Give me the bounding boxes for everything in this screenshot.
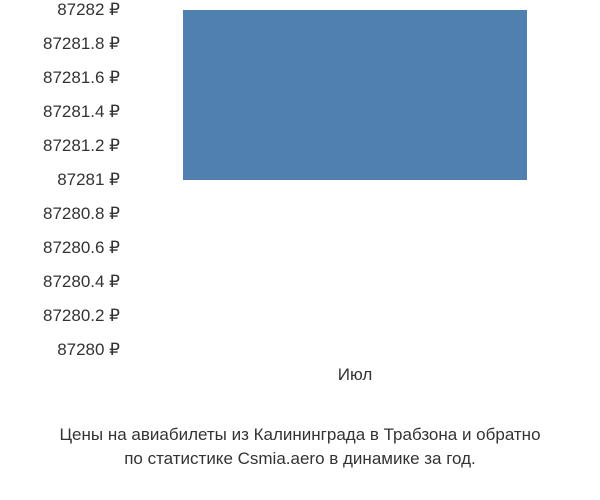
y-tick: 87281.4 ₽ (43, 102, 120, 122)
y-tick: 87281 ₽ (57, 170, 120, 190)
y-tick: 87281.6 ₽ (43, 68, 120, 88)
y-tick: 87280 ₽ (57, 340, 120, 360)
y-tick: 87281.2 ₽ (43, 136, 120, 156)
y-tick: 87282 ₽ (57, 0, 120, 20)
caption-line1: Цены на авиабилеты из Калининграда в Тра… (59, 425, 540, 444)
bar-jul (183, 10, 527, 180)
y-tick: 87280.2 ₽ (43, 306, 120, 326)
plot-area: Июл (140, 10, 570, 350)
y-tick: 87280.8 ₽ (43, 204, 120, 224)
chart-caption: Цены на авиабилеты из Калининграда в Тра… (0, 423, 600, 472)
caption-line2: по статистике Csmia.aero в динамике за г… (124, 449, 476, 468)
x-axis-label: Июл (338, 365, 373, 385)
chart-container: 87282 ₽ 87281.8 ₽ 87281.6 ₽ 87281.4 ₽ 87… (0, 0, 600, 500)
y-tick: 87281.8 ₽ (43, 34, 120, 54)
y-tick: 87280.4 ₽ (43, 272, 120, 292)
y-tick: 87280.6 ₽ (43, 238, 120, 258)
